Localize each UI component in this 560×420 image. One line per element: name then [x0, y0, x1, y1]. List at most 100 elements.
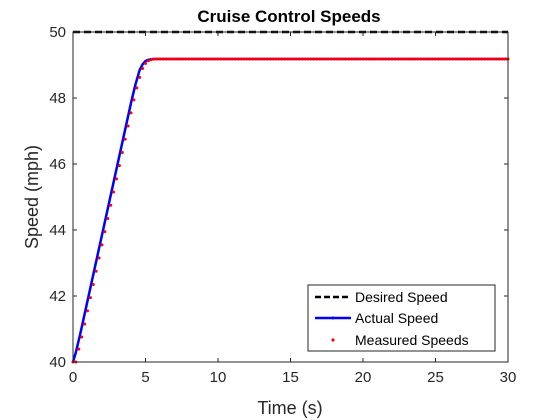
measured-speed-point [329, 57, 333, 61]
measured-speed-point [355, 57, 359, 61]
measured-speed-point [219, 57, 223, 61]
measured-speed-point [460, 57, 464, 61]
legend-measured-marker [331, 338, 335, 342]
measured-speed-point [112, 190, 116, 194]
measured-speed-point [312, 57, 316, 61]
x-tick-label: 0 [69, 369, 77, 386]
measured-speed-point [500, 57, 504, 61]
measured-speed-point [245, 57, 249, 61]
measured-speed-point [170, 57, 174, 61]
measured-speed-point [260, 57, 263, 61]
y-tick-label: 46 [49, 156, 66, 173]
measured-speed-point [439, 57, 443, 61]
measured-speed-point [349, 57, 353, 61]
measured-speed-point [390, 57, 394, 61]
measured-speed-point [477, 57, 481, 61]
measured-speed-point [425, 57, 429, 61]
measured-speed-point [494, 57, 498, 61]
measured-speed-point [164, 57, 168, 61]
y-tick-label: 48 [49, 90, 66, 107]
measured-speed-point [257, 57, 261, 61]
measured-speed-point [115, 177, 118, 181]
measured-speed-point [77, 347, 81, 351]
measured-speed-point [306, 57, 310, 61]
measured-speed-point [187, 57, 191, 61]
measured-speed-point [451, 57, 455, 61]
measured-speed-point [294, 57, 298, 61]
measured-speed-point [373, 57, 377, 61]
measured-speed-point [132, 98, 136, 102]
measured-speed-point [280, 57, 284, 61]
measured-speed-point [117, 164, 121, 168]
measured-speed-point [181, 57, 185, 61]
measured-speed-point [120, 150, 124, 154]
measured-speed-point [402, 57, 406, 61]
chart-title: Cruise Control Speeds [197, 7, 380, 26]
measured-speed-point [410, 57, 414, 61]
measured-speed-point [286, 57, 290, 61]
measured-speed-point [254, 57, 258, 61]
measured-speed-point [233, 57, 237, 61]
measured-speed-point [178, 57, 182, 61]
y-tick-label: 40 [49, 354, 66, 371]
legend: Desired Speed Actual Speed Measured Spee… [307, 284, 496, 352]
measured-speed-point [309, 57, 313, 61]
measured-speed-point [434, 57, 437, 61]
measured-speed-point [239, 57, 243, 61]
legend-measured-label: Measured Speeds [355, 332, 469, 348]
measured-speed-point [225, 57, 229, 61]
measured-speed-point [199, 57, 203, 61]
measured-speed-point [387, 57, 391, 61]
measured-speed-point [419, 57, 423, 61]
legend-actual-marker [331, 316, 335, 320]
measured-speed-point [216, 57, 220, 61]
measured-speed-point [358, 57, 362, 61]
measured-speed-point [123, 137, 127, 141]
measured-speed-point [184, 57, 188, 61]
measured-speed-point [126, 124, 130, 128]
measured-speed-point [436, 57, 440, 61]
measured-speed-point [141, 67, 145, 71]
measured-speed-point [222, 57, 226, 61]
measured-speed-point [144, 62, 147, 66]
x-tick-label: 15 [282, 369, 299, 386]
measured-speed-point [399, 57, 403, 61]
measured-speed-point [381, 57, 385, 61]
measured-speed-point [228, 57, 232, 61]
measured-speed-point [364, 57, 368, 61]
measured-speed-point [129, 111, 133, 115]
measured-speed-point [86, 309, 89, 313]
measured-speed-point [405, 57, 408, 61]
measured-speed-point [196, 57, 200, 61]
measured-speed-point [318, 57, 321, 61]
measured-speed-point [361, 57, 365, 61]
measured-speed-point [303, 57, 307, 61]
legend-actual-label: Actual Speed [355, 310, 438, 326]
measured-speed-point [265, 57, 269, 61]
measured-speed-point [376, 57, 379, 61]
measured-speed-point [416, 57, 420, 61]
measured-speed-point [207, 57, 211, 61]
measured-speed-point [457, 57, 461, 61]
measured-speed-point [497, 57, 501, 61]
y-tick-label: 42 [49, 288, 66, 305]
measured-speed-point [396, 57, 400, 61]
measured-speed-point [326, 57, 330, 61]
x-tick-label: 20 [355, 369, 372, 386]
measured-speed-point [242, 57, 246, 61]
measured-speed-point [489, 57, 493, 61]
measured-speed-point [323, 57, 327, 61]
measured-speed-point [413, 57, 417, 61]
measured-speed-point [480, 57, 484, 61]
measured-speed-point [204, 57, 208, 61]
measured-speed-point [393, 57, 397, 61]
measured-speed-point [251, 57, 255, 61]
measured-speed-point [146, 59, 150, 63]
measured-speed-point [109, 203, 113, 207]
measured-speed-point [202, 57, 205, 61]
measured-speed-point [149, 58, 153, 62]
x-tick-label: 25 [427, 369, 444, 386]
measured-speed-point [283, 57, 287, 61]
x-tick-label: 5 [141, 369, 149, 386]
measured-speed-point [442, 57, 446, 61]
